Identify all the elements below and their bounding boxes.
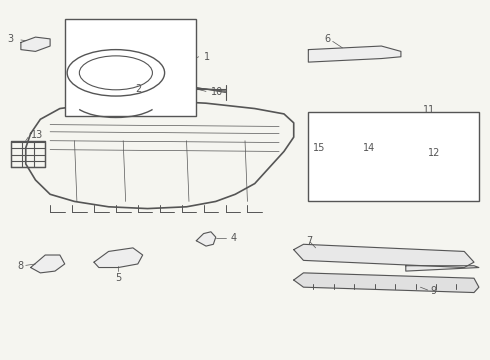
Text: 1: 1 [203, 52, 210, 62]
Text: 13: 13 [30, 130, 43, 140]
FancyBboxPatch shape [308, 112, 479, 202]
Text: 11: 11 [423, 105, 435, 115]
Text: 7: 7 [306, 236, 312, 246]
Text: 9: 9 [430, 287, 436, 296]
Text: 15: 15 [313, 143, 325, 153]
Text: 5: 5 [115, 273, 122, 283]
Text: 10: 10 [211, 87, 223, 98]
Polygon shape [308, 46, 401, 62]
Polygon shape [196, 232, 216, 246]
Polygon shape [94, 248, 143, 267]
Text: 14: 14 [363, 143, 375, 153]
FancyBboxPatch shape [65, 19, 196, 116]
Text: 2: 2 [135, 84, 142, 94]
Text: 8: 8 [17, 261, 24, 271]
Polygon shape [294, 244, 474, 267]
Polygon shape [294, 273, 479, 293]
Polygon shape [21, 37, 50, 51]
Text: 3: 3 [7, 34, 14, 44]
Text: 12: 12 [428, 148, 440, 158]
Polygon shape [316, 175, 469, 191]
Polygon shape [406, 266, 479, 271]
Text: 4: 4 [230, 233, 237, 243]
Text: 6: 6 [325, 34, 331, 44]
Polygon shape [30, 255, 65, 273]
